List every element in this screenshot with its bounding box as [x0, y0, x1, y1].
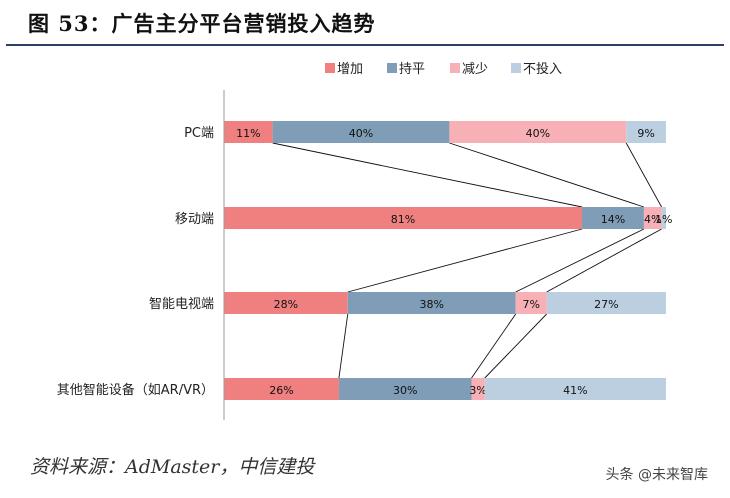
connector-line — [338, 313, 349, 379]
category-label: 智能电视端 — [149, 297, 214, 312]
bar-segment — [224, 378, 339, 400]
bar-segment — [661, 207, 666, 229]
connector-line — [449, 142, 645, 208]
bar-segment — [626, 121, 666, 143]
watermark: 头条 @未来智库 — [605, 467, 708, 483]
data-label: 14% — [601, 213, 625, 226]
connector-line — [625, 142, 662, 208]
data-label: 26% — [269, 384, 293, 397]
legend-swatch — [511, 63, 521, 73]
bar-segment — [582, 207, 644, 229]
data-label: 40% — [526, 127, 550, 140]
connector-line — [471, 313, 517, 379]
legend-label: 增加 — [337, 62, 363, 77]
legend-swatch — [450, 63, 460, 73]
data-label: 3% — [469, 384, 486, 397]
legend-label: 不投入 — [523, 61, 562, 77]
bar-segment — [471, 378, 485, 400]
legend-label: 减少 — [462, 62, 488, 77]
data-label: 81% — [391, 213, 415, 226]
bar-segment — [224, 121, 273, 143]
bar-segment — [338, 378, 472, 400]
data-label: 4% — [644, 213, 661, 226]
bar-segment — [224, 207, 583, 229]
data-label: 7% — [522, 298, 539, 311]
data-label: 1% — [655, 213, 672, 226]
data-label: 11% — [236, 127, 260, 140]
connector-line — [272, 142, 583, 208]
connector-line — [515, 228, 645, 293]
legend-swatch — [387, 63, 397, 73]
connector-line — [347, 228, 583, 293]
bar-segment — [515, 292, 547, 314]
figure-title: 图 53：广告主分平台营销投入趋势 — [28, 11, 376, 36]
data-label: 41% — [563, 384, 587, 397]
bar-segment — [546, 292, 666, 314]
title-rule — [6, 44, 724, 46]
bar-segment — [224, 292, 348, 314]
data-label: 28% — [274, 298, 298, 311]
connector-lines — [272, 142, 662, 379]
bar-segment — [643, 207, 662, 229]
connector-line — [484, 313, 547, 379]
category-label: 其他智能设备（如AR/VR） — [57, 382, 214, 398]
figure-header: 图 53：广告主分平台营销投入趋势 — [6, 0, 730, 44]
category-label: PC端 — [184, 126, 214, 141]
bar-segment — [449, 121, 627, 143]
bar-segment — [484, 378, 666, 400]
data-label: 38% — [420, 298, 444, 311]
legend-label: 持平 — [399, 62, 425, 77]
data-label: 40% — [349, 127, 373, 140]
category-label: 移动端 — [175, 212, 214, 227]
data-label: 27% — [594, 298, 618, 311]
data-label: 9% — [637, 127, 654, 140]
data-label: 30% — [393, 384, 417, 397]
connector-line — [546, 228, 662, 293]
legend-swatch — [325, 63, 335, 73]
bar-segment — [272, 121, 450, 143]
source-note: 资料来源：AdMaster，中信建投 — [30, 456, 315, 478]
bar-segment — [347, 292, 516, 314]
